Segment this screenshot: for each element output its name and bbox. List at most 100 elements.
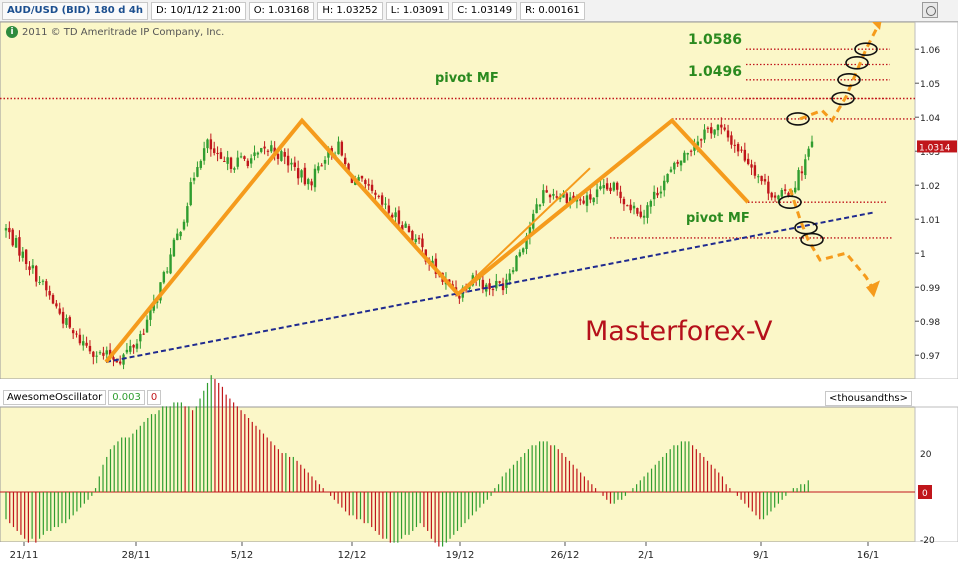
candle-body [364, 180, 367, 185]
candle-body [307, 179, 310, 185]
candle-body [733, 144, 736, 146]
candle-body [434, 258, 438, 274]
candle-body [639, 211, 642, 217]
price-tick-label: 1 [920, 250, 926, 260]
candle-body [726, 130, 730, 138]
candle-body [8, 227, 11, 233]
date-label: 19/12 [446, 550, 475, 561]
chart-header: AUD/USD (BID) 180 d 4h D: 10/1/12 21:00 … [0, 0, 958, 22]
settings-icon[interactable] [922, 2, 938, 18]
candle-body [236, 157, 239, 167]
candle-body [720, 124, 723, 128]
candle-body [4, 228, 8, 231]
candle-body [283, 152, 286, 157]
candle-body [367, 184, 370, 186]
candle-body [14, 237, 18, 248]
candle-body [48, 291, 51, 296]
candle-body [746, 158, 750, 165]
candle-body [421, 238, 424, 248]
candle-body [125, 349, 129, 353]
candle-body [41, 280, 45, 282]
candle-body [172, 239, 176, 257]
candle-body [515, 255, 518, 272]
price-tick-label: 0.99 [920, 284, 940, 294]
candle-body [310, 181, 313, 186]
candle-body [159, 282, 162, 301]
candle-body [31, 265, 35, 269]
target-ellipse [794, 220, 818, 235]
candle-body [166, 271, 169, 273]
candle-body [296, 168, 300, 179]
date-label: 9/1 [753, 550, 769, 561]
candle-body [260, 148, 263, 152]
candle-body [303, 167, 307, 185]
candle-body [88, 345, 92, 352]
candle-body [142, 333, 145, 335]
candle-body [391, 214, 394, 218]
candle-body [58, 308, 61, 314]
candle-body [65, 318, 68, 325]
candle-body [276, 154, 280, 159]
down-arrowhead [866, 280, 880, 298]
candle-body [55, 303, 58, 307]
target-ellipse [831, 91, 855, 106]
candle-body [169, 254, 172, 274]
candle-body [757, 176, 760, 178]
high-readout: H: 1.03252 [317, 1, 383, 20]
info-icon[interactable]: i [6, 26, 18, 38]
candle-body [525, 235, 528, 249]
candle-body [186, 206, 189, 223]
candle-body [743, 149, 747, 161]
candle-body [68, 317, 72, 328]
candle-body [767, 181, 770, 194]
candle-body [498, 281, 501, 283]
candle-body [676, 161, 679, 164]
candle-body [710, 127, 713, 134]
candle-body [380, 195, 384, 205]
candle-body [226, 157, 229, 164]
target-ellipse [778, 195, 802, 209]
candle-body [370, 184, 374, 191]
candle-body [488, 283, 491, 290]
candle-body [21, 251, 24, 258]
candle-body [182, 221, 186, 230]
up-arrowhead [872, 22, 882, 30]
candle-body [223, 161, 226, 163]
candle-body [202, 148, 206, 161]
candle-body [804, 159, 807, 176]
open-readout: O: 1.03168 [248, 1, 315, 20]
candle-body [585, 195, 589, 206]
candle-body [233, 168, 236, 170]
projected-down-path [788, 188, 876, 292]
candle-body [229, 157, 233, 169]
candle-body [293, 162, 297, 167]
candle-body [404, 223, 407, 228]
date-label: 28/11 [122, 550, 151, 561]
candle-body [736, 143, 740, 152]
candle-body [562, 193, 565, 198]
candle-body [602, 185, 605, 189]
candle-body [206, 139, 209, 149]
oscillator-zero-flag [918, 485, 932, 499]
candle-body [266, 150, 270, 152]
symbol-field[interactable]: AUD/USD (BID) 180 d 4h [2, 1, 148, 20]
date-label: 21/11 [10, 550, 39, 561]
oscillator-name[interactable]: AwesomeOscillator [3, 390, 107, 405]
price-tick-label: 0.98 [920, 318, 940, 328]
candle-body [669, 169, 673, 172]
time-axis-panel [0, 542, 958, 565]
candle-body [394, 212, 397, 218]
candle-body [337, 141, 340, 155]
candle-body [78, 334, 82, 344]
target-2-label: 1.0496 [688, 64, 742, 80]
oscillator-tick-label: -20 [920, 536, 935, 546]
candle-body [652, 191, 656, 200]
candle-body [542, 190, 545, 204]
candle-body [723, 127, 726, 130]
candle-body [535, 204, 538, 214]
candle-body [280, 151, 283, 161]
price-axis-panel [914, 22, 958, 380]
candle-body [357, 177, 360, 181]
candle-body [693, 144, 696, 151]
